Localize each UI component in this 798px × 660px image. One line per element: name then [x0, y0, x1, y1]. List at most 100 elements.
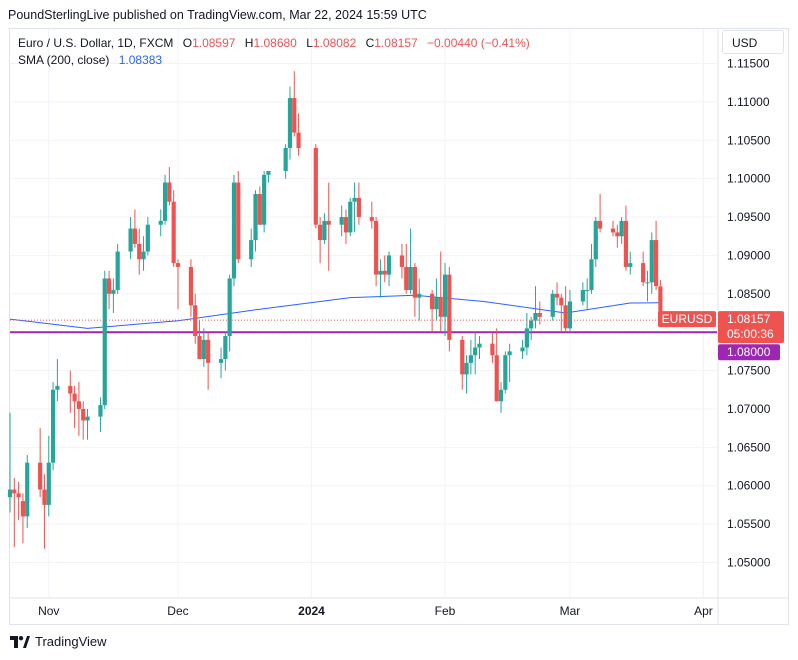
candle-body — [490, 343, 495, 356]
candle-up — [266, 171, 271, 183]
candle-down — [597, 194, 603, 233]
candle-down — [171, 190, 176, 267]
candle-up — [115, 243, 120, 294]
candle-layer — [7, 71, 663, 549]
candle-up — [386, 251, 392, 287]
candle-up — [533, 286, 538, 329]
candle-body — [623, 220, 629, 267]
y-tick-label: 1.11000 — [727, 95, 770, 109]
candle-up — [348, 197, 353, 237]
candle-up — [218, 347, 224, 379]
symbol-tag-bg — [658, 311, 716, 328]
candle-body — [132, 228, 138, 244]
candle-up — [141, 236, 146, 271]
candle-up — [223, 332, 228, 371]
candle-body — [597, 220, 603, 229]
candle-body — [42, 489, 47, 505]
candle-down — [641, 251, 646, 287]
candle-body — [653, 240, 659, 287]
candle-body — [615, 232, 620, 237]
candle-up — [524, 313, 529, 356]
candle-body — [533, 313, 538, 321]
candle-body — [619, 220, 624, 237]
candle-body — [231, 182, 237, 279]
candle-body — [137, 243, 142, 260]
candle-body — [369, 217, 374, 221]
candle-body — [550, 293, 555, 317]
candle-up — [503, 351, 508, 394]
candle-body — [559, 297, 564, 306]
candle-down — [236, 171, 241, 264]
sma-label: SMA (200, close) — [18, 53, 110, 67]
price-tag-bg — [718, 311, 784, 344]
candle-down — [559, 293, 564, 333]
candle-body — [283, 147, 288, 171]
sma-line — [9, 294, 661, 329]
candle-up — [85, 408, 90, 440]
candle-up — [507, 343, 512, 383]
candle-down — [494, 328, 499, 402]
candle-up — [102, 270, 107, 409]
candle-body — [404, 266, 409, 290]
candle-body — [223, 336, 228, 360]
close-label: C — [365, 36, 375, 50]
candle-up — [520, 339, 525, 360]
candle-body — [447, 274, 452, 340]
candle-body — [50, 389, 56, 463]
candle-up — [567, 289, 573, 333]
candle-body — [25, 462, 30, 517]
candle-down — [42, 474, 47, 549]
candle-down — [12, 478, 17, 548]
tradingview-logo[interactable]: TradingView — [10, 634, 107, 649]
grid-layer — [10, 29, 717, 597]
candle-up — [283, 144, 288, 179]
candle-body — [628, 263, 633, 267]
candle-down — [554, 282, 560, 306]
candle-body — [76, 401, 82, 409]
currency-button[interactable]: USD — [722, 30, 784, 54]
candle-body — [529, 320, 534, 329]
sma-layer — [9, 294, 661, 329]
candle-down — [68, 370, 73, 413]
candle-body — [262, 174, 267, 225]
candle-up — [550, 289, 555, 321]
sma-legend: SMA (200, close) 1.08383 — [18, 53, 162, 67]
candle-up — [464, 355, 469, 394]
candle-up — [649, 232, 654, 294]
candle-up — [417, 278, 422, 321]
candle-down — [76, 382, 82, 436]
x-tick-label: Nov — [38, 604, 59, 618]
countdown-tag: 05:00:36 — [727, 327, 774, 341]
candle-body — [399, 255, 405, 267]
symbol-title: Euro / U.S. Dollar, 1D, FXCM — [18, 36, 174, 50]
candle-body — [326, 220, 331, 225]
candle-up — [442, 263, 448, 337]
candle-down — [490, 332, 495, 363]
candle-body — [12, 489, 17, 494]
candle-body — [382, 270, 387, 275]
candle-down — [412, 263, 417, 317]
candle-up — [145, 217, 150, 256]
candle-body — [158, 220, 163, 225]
candle-body — [473, 347, 478, 356]
candle-up — [7, 412, 13, 513]
y-tick-label: 1.05000 — [727, 555, 771, 569]
candle-up — [473, 332, 478, 375]
candle-body — [339, 217, 344, 225]
candle-up — [201, 328, 206, 367]
candle-body — [356, 197, 361, 218]
candle-body — [645, 282, 650, 284]
candle-down — [369, 201, 374, 229]
candle-body — [313, 147, 318, 225]
candle-down — [615, 224, 620, 248]
candle-down — [447, 266, 452, 352]
candle-down — [623, 205, 629, 271]
sma-value: 1.08383 — [118, 53, 163, 67]
candle-body — [249, 240, 254, 260]
candle-body — [593, 220, 598, 260]
candle-body — [460, 339, 465, 375]
candle-down — [382, 255, 387, 283]
candle-body — [464, 362, 469, 375]
y-tick-label: 1.10000 — [727, 172, 771, 186]
